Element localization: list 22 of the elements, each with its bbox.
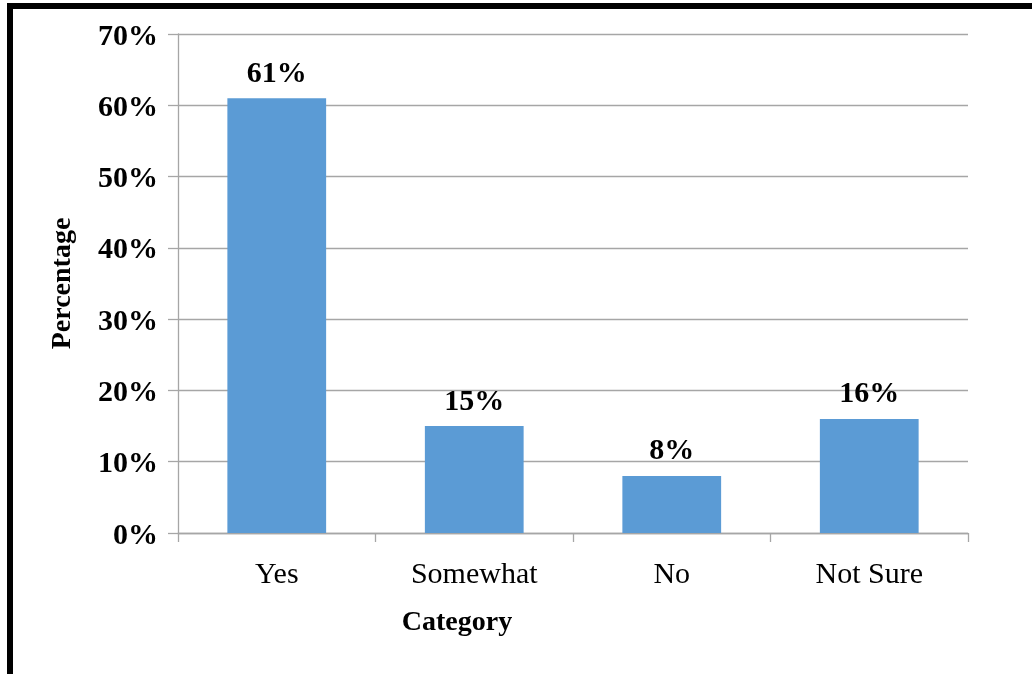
y-axis-title: Percentage (44, 217, 76, 350)
data-label: 16% (839, 375, 900, 409)
bar (622, 475, 722, 533)
bar (424, 426, 524, 533)
data-label: 15% (444, 382, 505, 416)
x-tick-label: Not Sure (815, 555, 923, 589)
x-tick-label: Somewhat (410, 555, 539, 589)
y-tick-label: 0% (113, 516, 158, 550)
y-tick-label: 60% (98, 88, 158, 122)
y-tick-label: 20% (98, 373, 158, 407)
data-label: 8% (649, 432, 695, 466)
x-tick-label: No (653, 555, 691, 589)
y-tick-label: 50% (98, 160, 158, 194)
bar (227, 98, 327, 533)
x-axis-title: Category (401, 604, 513, 636)
y-tick-label: 30% (98, 302, 158, 336)
y-tick-label: 10% (98, 445, 158, 479)
y-tick-label: 40% (98, 231, 158, 265)
bar (819, 418, 919, 533)
x-tick-label: Yes (254, 555, 299, 589)
data-label: 61% (246, 54, 307, 88)
y-tick-label: 70% (98, 17, 158, 51)
